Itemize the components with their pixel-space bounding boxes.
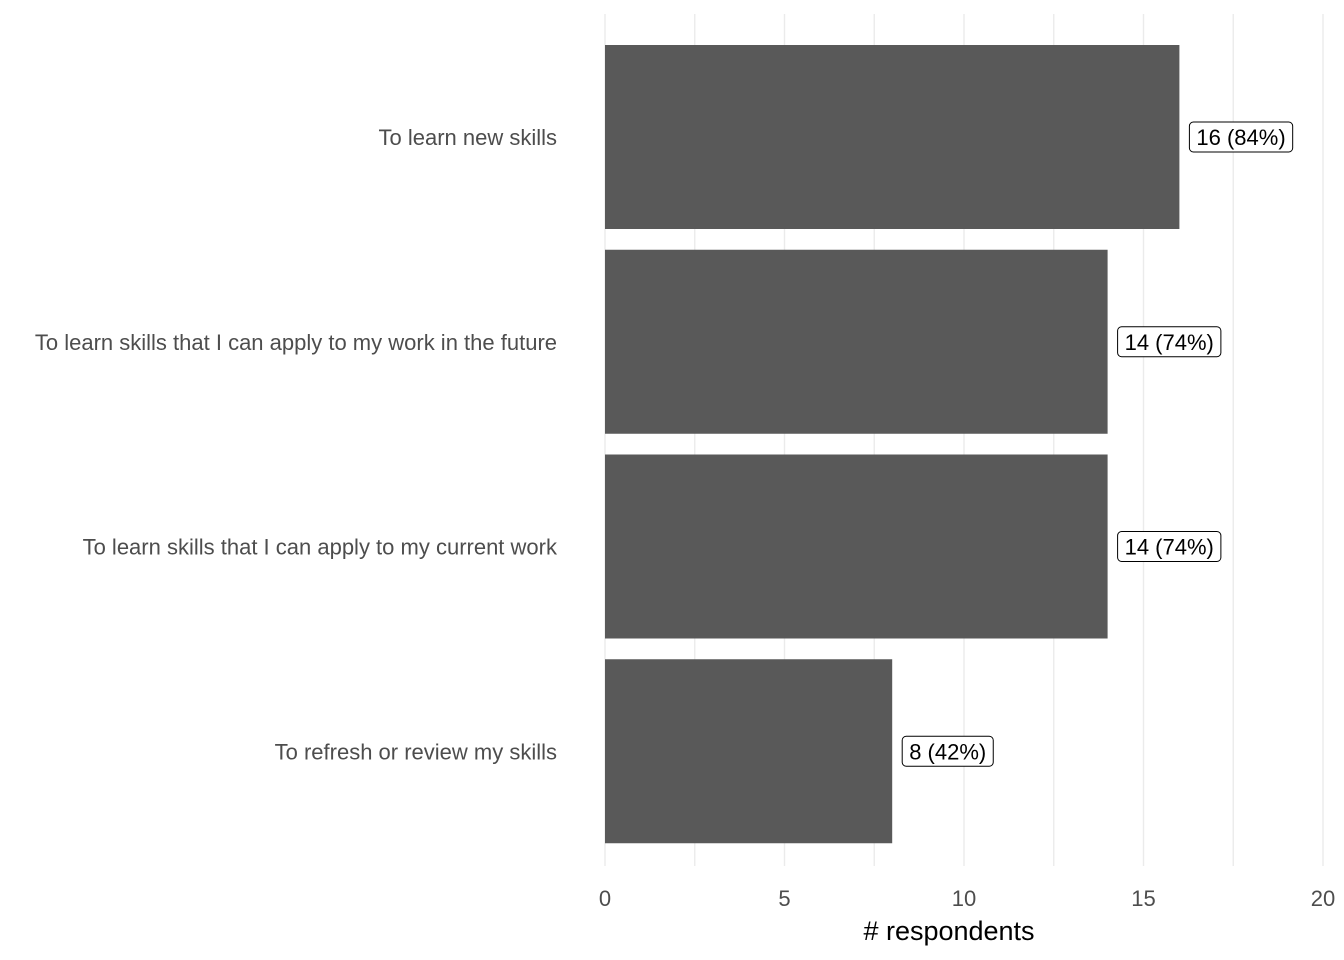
data-label-text: 14 (74%) <box>1125 535 1214 560</box>
category-label: To refresh or review my skills <box>275 739 557 764</box>
category-label: To learn skills that I can apply to my c… <box>83 535 558 560</box>
data-label-text: 8 (42%) <box>909 739 986 764</box>
x-axis-title: # respondents <box>863 916 1034 946</box>
bars <box>605 45 1180 844</box>
x-tick-label: 5 <box>778 886 790 911</box>
x-tick-label: 10 <box>952 886 976 911</box>
data-label: 14 (74%) <box>1117 531 1222 562</box>
data-label: 16 (84%) <box>1188 121 1294 153</box>
data-label-box <box>1117 326 1222 358</box>
data-label: 8 (42%) <box>901 735 994 767</box>
data-label-text: 14 (74%) <box>1125 330 1214 355</box>
x-tick-label: 15 <box>1131 886 1155 911</box>
bar <box>605 45 1180 229</box>
data-label-box <box>1117 531 1222 562</box>
x-tick-label: 0 <box>599 886 611 911</box>
x-tick-label: 20 <box>1311 886 1335 911</box>
data-label: 14 (74%) <box>1117 326 1222 358</box>
category-labels: To learn new skills To learn skills that … <box>35 125 558 764</box>
x-axis-tick-labels: 0 5 10 15 20 <box>599 886 1335 911</box>
data-label-box <box>1188 121 1294 153</box>
bar <box>605 249 1108 434</box>
category-label: To learn skills that I can apply to my w… <box>35 330 557 355</box>
data-label-box <box>901 735 994 767</box>
bar <box>605 659 893 844</box>
data-label-text: 16 (84%) <box>1196 125 1285 150</box>
bar <box>605 454 1108 639</box>
data-labels: 16 (84%) 14 (74%) 14 (74%) 8 (42%) <box>901 121 1294 767</box>
category-label: To learn new skills <box>378 125 557 150</box>
